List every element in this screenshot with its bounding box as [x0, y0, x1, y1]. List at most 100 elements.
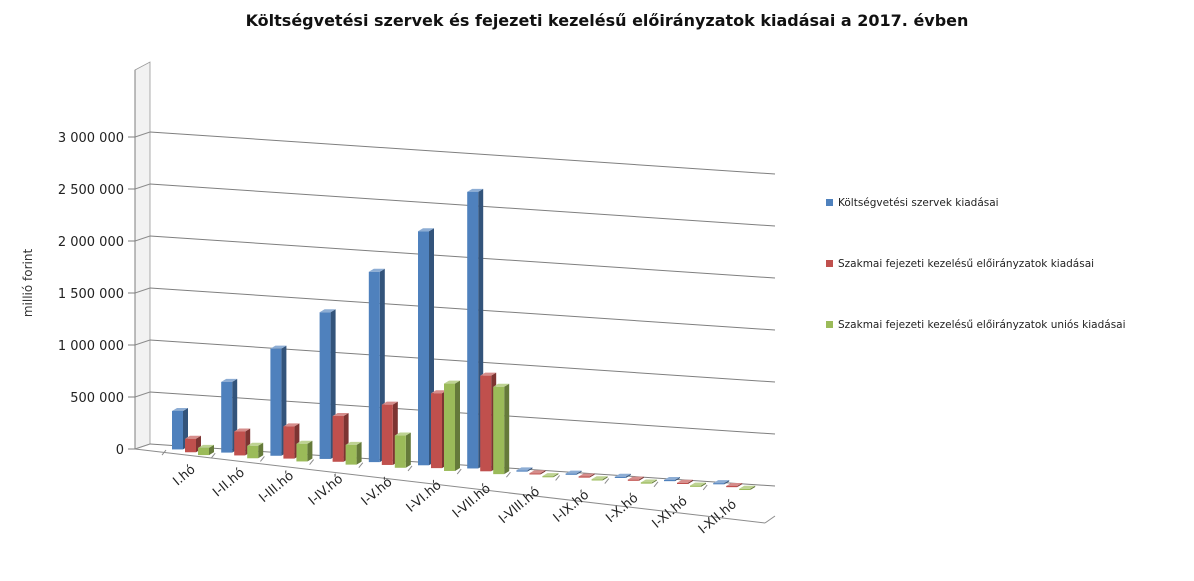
bar-top	[542, 473, 559, 477]
y-tick-label: 2 500 000	[58, 183, 124, 198]
bar-side	[724, 480, 730, 485]
bar-top	[247, 442, 264, 446]
bar-top	[381, 401, 398, 405]
bar-side	[602, 476, 608, 481]
bar-side	[527, 467, 533, 472]
bar	[578, 476, 590, 478]
x-tick-label: I.hó	[170, 462, 198, 489]
bar	[614, 476, 626, 478]
x-tick-mark	[653, 481, 659, 488]
bar-top	[198, 444, 214, 448]
x-tick-mark	[260, 456, 265, 462]
bar-top	[185, 435, 201, 439]
x-tick-mark	[555, 475, 560, 481]
gridline-side	[134, 183, 151, 190]
bar	[185, 438, 196, 453]
bar-side	[737, 482, 743, 488]
legend-label: Költségvetési szervek kiadásai	[838, 197, 999, 209]
bar	[664, 479, 675, 482]
bar	[368, 271, 380, 463]
bar	[198, 447, 209, 456]
gridline-side	[134, 391, 151, 398]
bar	[627, 479, 639, 481]
gridline	[149, 235, 776, 279]
bar-top	[394, 432, 411, 436]
bar	[591, 479, 603, 481]
bar	[529, 473, 541, 475]
bar	[247, 445, 259, 459]
y-tick-label: 0	[116, 443, 124, 458]
y-tick-label: 2 000 000	[58, 235, 124, 250]
bar-side	[455, 380, 460, 471]
x-tick-label: I-X.hó	[603, 491, 641, 526]
bar-top	[467, 188, 484, 192]
y-tick-label: 500 000	[70, 391, 124, 406]
bar-side	[638, 476, 644, 481]
bar	[394, 435, 406, 468]
bar-top	[418, 228, 434, 232]
bar	[542, 476, 554, 478]
bar-side	[589, 473, 595, 478]
bar-top	[578, 473, 595, 477]
bar-top	[614, 473, 631, 477]
legend-label: Szakmai fejezeti kezelésű előirányzatok …	[838, 319, 1126, 331]
bar-side	[356, 441, 362, 465]
bar-side	[750, 485, 756, 491]
floor-front-edge	[134, 448, 766, 524]
bar	[690, 485, 701, 487]
gridline	[149, 287, 776, 331]
bar	[444, 383, 455, 471]
bar-top	[431, 390, 447, 394]
bar	[565, 473, 577, 475]
bar-top	[270, 345, 287, 349]
bar-side	[258, 442, 264, 459]
legend-label: Szakmai fejezeti kezelésű előirányzatok …	[838, 258, 1094, 270]
x-tick-label: I-IV.hó	[306, 472, 346, 509]
gridline	[149, 131, 776, 175]
bar-side	[307, 440, 313, 462]
bar-top	[172, 407, 188, 411]
bar-top	[690, 482, 706, 486]
bar-top	[319, 309, 336, 313]
legend: Költségvetési szervek kiadásai Szakmai fe…	[826, 197, 1126, 331]
bar-side	[553, 473, 559, 478]
bar	[467, 191, 479, 469]
legend-swatch	[826, 260, 833, 267]
x-tick-label: I-VI.hó	[404, 478, 445, 516]
bar-top	[739, 485, 756, 489]
x-tick-label: I-XII.hó	[696, 497, 740, 537]
bar-top	[565, 470, 582, 474]
bar-top	[480, 372, 497, 376]
legend-swatch	[826, 199, 833, 206]
bar-top	[345, 441, 362, 445]
bar-top	[640, 479, 657, 483]
side-wall	[134, 61, 151, 450]
bar-top	[234, 428, 251, 432]
bar-top	[664, 476, 680, 480]
bar-top	[493, 383, 510, 387]
bar	[332, 416, 344, 462]
bar-top	[296, 440, 313, 444]
bar-side	[701, 482, 706, 487]
x-tick-label: I-XI.hó	[650, 494, 691, 532]
bar	[431, 393, 442, 469]
bar-top	[221, 378, 238, 382]
x-tick-mark	[604, 478, 610, 484]
chart-title: Költségvetési szervek és fejezeti kezelé…	[246, 11, 969, 30]
plot-area: 0 500 000 1 000 000 1 500 000 2 000 000 2 500…	[58, 61, 776, 537]
bar	[493, 386, 505, 475]
bar	[221, 381, 233, 453]
bar-side	[540, 470, 546, 475]
bar-top	[529, 470, 546, 474]
bar-top	[444, 380, 460, 384]
bar-top	[368, 268, 385, 272]
bar	[172, 410, 183, 450]
bar-top	[516, 467, 533, 471]
bar-top	[726, 482, 743, 486]
bar	[713, 483, 725, 485]
bar	[480, 375, 492, 472]
y-tick-label: 1 000 000	[58, 339, 124, 354]
floor-right-edge	[764, 515, 776, 524]
x-tick-label: I-IX.hó	[551, 488, 593, 526]
